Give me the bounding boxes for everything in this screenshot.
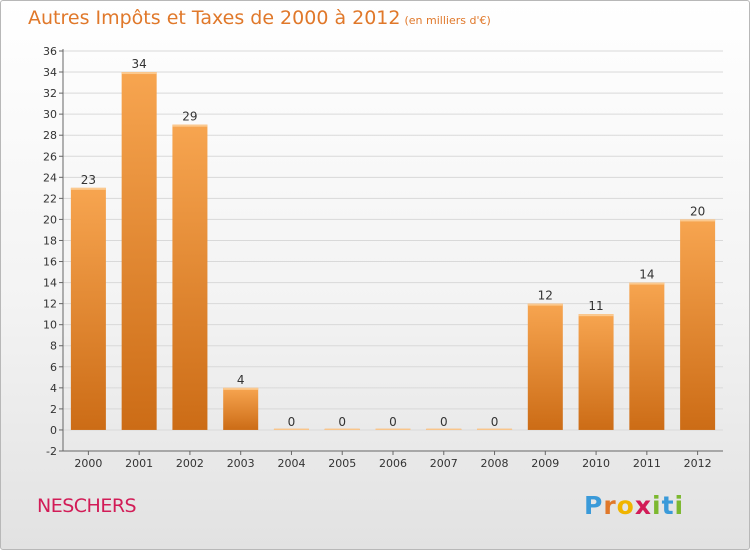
chart-title: Autres Impôts et Taxes de 2000 à 2012 (en… — [28, 7, 491, 29]
bar-2002 — [172, 124, 208, 430]
x-tick-label-2007: 2007 — [430, 457, 458, 470]
bar-highlight — [324, 428, 360, 430]
bar-2009 — [527, 303, 563, 430]
data-label-2005: 0 — [338, 415, 346, 429]
data-label-2007: 0 — [440, 415, 448, 429]
data-label-2011: 14 — [639, 268, 654, 282]
x-tick-label-2001: 2001 — [125, 457, 153, 470]
y-tick-label: 36 — [43, 45, 57, 58]
y-tick-label: 28 — [43, 129, 57, 142]
data-label-2012: 20 — [690, 204, 705, 218]
data-label-2008: 0 — [491, 415, 499, 429]
y-tick-label: 8 — [50, 340, 57, 353]
logo-letter: t — [661, 491, 675, 520]
bars — [70, 72, 716, 430]
bar-highlight — [578, 314, 614, 317]
y-tick-label: 20 — [43, 213, 57, 226]
y-tick-label: 12 — [43, 298, 57, 311]
y-tick-label: 0 — [50, 424, 57, 437]
y-tick-label: 2 — [50, 403, 57, 416]
y-tick-label: 14 — [43, 277, 57, 290]
data-label-2003: 4 — [237, 373, 245, 387]
logo-letter: P — [584, 491, 604, 520]
x-tick-label-2011: 2011 — [633, 457, 661, 470]
x-tick-label-2006: 2006 — [379, 457, 407, 470]
x-tick-label-2009: 2009 — [531, 457, 559, 470]
bar-highlight — [273, 428, 309, 430]
bar-highlight — [426, 428, 462, 430]
y-tick-label: 10 — [43, 319, 57, 332]
y-tick-label: -2 — [46, 445, 57, 458]
proxiti-logo[interactable]: Proxiti — [584, 491, 684, 520]
y-tick-label: 22 — [43, 192, 57, 205]
chart-title-text: Autres Impôts et Taxes de 2000 à 2012 — [28, 7, 401, 29]
x-tick-label-2002: 2002 — [176, 457, 204, 470]
y-tick-label: 6 — [50, 361, 57, 374]
y-tick-label: 4 — [50, 382, 57, 395]
logo-letter: o — [616, 491, 635, 520]
axes — [59, 49, 723, 455]
data-label-2004: 0 — [288, 415, 296, 429]
y-tick-label: 30 — [43, 108, 57, 121]
bar-highlight — [121, 72, 157, 75]
logo-letter: i — [652, 491, 662, 520]
data-label-2000: 23 — [81, 173, 96, 187]
grid-lines — [63, 50, 723, 452]
y-tick-label: 16 — [43, 256, 57, 269]
x-tick-label-2004: 2004 — [277, 457, 305, 470]
bar-highlight — [527, 303, 563, 306]
x-tick-label-2003: 2003 — [227, 457, 255, 470]
logo-letter: x — [634, 491, 652, 520]
logo-letter: r — [603, 491, 617, 520]
bar-highlight — [172, 124, 208, 127]
bar-highlight — [680, 219, 716, 222]
data-label-2002: 29 — [182, 110, 197, 124]
bar-highlight — [629, 282, 665, 285]
y-tick-label: 34 — [43, 66, 57, 79]
bar-highlight — [223, 387, 259, 390]
data-label-2001: 34 — [132, 57, 147, 71]
bar-highlight — [70, 187, 106, 190]
bar-2001 — [121, 72, 157, 430]
y-tick-label: 32 — [43, 87, 57, 100]
bar-2010 — [578, 314, 614, 430]
data-label-2010: 11 — [588, 299, 603, 313]
chart-subtitle: (en milliers d'€) — [404, 14, 491, 27]
x-tick-label-2005: 2005 — [328, 457, 356, 470]
data-label-2009: 12 — [538, 289, 553, 303]
x-tick-label-2000: 2000 — [74, 457, 102, 470]
x-tick-label-2010: 2010 — [582, 457, 610, 470]
x-tick-label-2008: 2008 — [481, 457, 509, 470]
location-name: NESCHERS — [37, 495, 137, 517]
labels: -202468101214161820222426283032343623200… — [43, 45, 712, 470]
data-label-2006: 0 — [389, 415, 397, 429]
bar-2003 — [223, 387, 259, 430]
bar-highlight — [375, 428, 411, 430]
logo-letter: i — [674, 491, 685, 520]
y-tick-label: 18 — [43, 234, 57, 247]
bar-2012 — [680, 219, 716, 430]
y-tick-label: 24 — [43, 171, 57, 184]
x-tick-label-2012: 2012 — [684, 457, 712, 470]
bar-2000 — [70, 187, 106, 430]
bar-2011 — [629, 282, 665, 430]
y-tick-label: 26 — [43, 150, 57, 163]
bar-highlight — [477, 428, 513, 430]
